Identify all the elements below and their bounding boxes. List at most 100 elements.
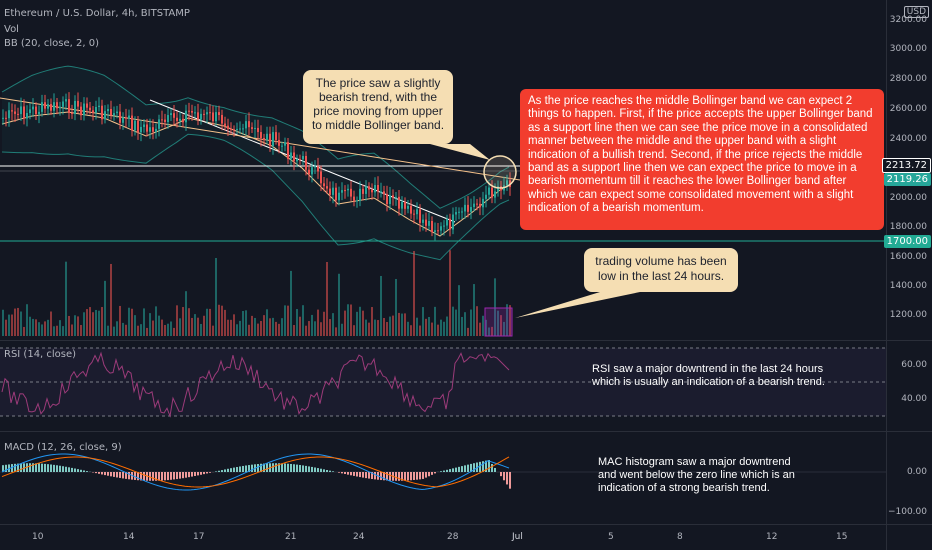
volume-bar <box>437 324 439 336</box>
volume-callout-text: trading volume has been low in the last … <box>595 254 727 283</box>
volume-bar <box>308 321 310 336</box>
candle-body <box>215 112 217 122</box>
macd-note-line[interactable]: MAC histogram saw a major downtrend <box>598 456 791 468</box>
volume-highlight-box <box>484 307 513 337</box>
volume-bar <box>245 310 247 336</box>
pane-divider[interactable] <box>0 431 932 432</box>
macd-histogram-bar <box>278 463 280 472</box>
macd-histogram-bar <box>404 472 406 481</box>
volume-bar <box>455 309 457 336</box>
candle-body <box>275 132 277 140</box>
volume-bar <box>383 317 385 336</box>
macd-histogram-bar <box>125 472 127 479</box>
macd-histogram-bar <box>473 463 475 472</box>
volume-bar <box>509 305 511 336</box>
candle-body <box>371 189 373 193</box>
macd-label[interactable]: MACD (12, 26, close, 9) <box>4 442 122 453</box>
macd-histogram-bar <box>296 464 298 472</box>
macd-histogram-bar <box>215 471 217 472</box>
macd-histogram-bar <box>230 468 232 472</box>
candle-body <box>311 167 313 175</box>
candle-body <box>395 196 397 198</box>
macd-histogram-bar <box>266 463 268 472</box>
bollinger-callout[interactable]: As the price reaches the middle Bollinge… <box>520 89 884 230</box>
volume-callout[interactable]: trading volume has been low in the last … <box>584 248 738 292</box>
price-tick: 1800.00 <box>889 222 927 232</box>
candle-body <box>185 110 187 123</box>
macd-histogram-bar <box>11 464 13 472</box>
trend-callout[interactable]: The price saw a slightly bearish trend, … <box>303 70 453 144</box>
candle-body <box>479 203 481 208</box>
candle-body <box>482 198 484 208</box>
macd-histogram-bar <box>419 472 421 480</box>
volume-bar <box>95 309 97 336</box>
volume-bar <box>242 310 244 336</box>
candle-body <box>95 106 97 113</box>
trend-callout-text: The price saw a slightly bearish trend, … <box>311 76 445 132</box>
volume-bar <box>248 324 250 336</box>
volume-bar <box>26 304 28 336</box>
candle-body <box>236 128 238 130</box>
candle-body <box>332 187 334 195</box>
volume-bar <box>398 312 400 336</box>
currency-label[interactable]: USD <box>903 6 929 18</box>
volume-bar <box>5 319 7 336</box>
pane-divider[interactable] <box>0 340 932 341</box>
candle-body <box>416 209 418 215</box>
volume-bar <box>416 317 418 336</box>
bollinger-callout-text: As the price reaches the middle Bollinge… <box>528 95 873 215</box>
volume-bar <box>146 327 148 336</box>
macd-histogram-bar <box>95 472 97 474</box>
candle-body <box>44 102 46 109</box>
volume-bar <box>71 324 73 336</box>
time-axis[interactable]: 10 14 17 21 24 28 Jul 5 8 12 15 <box>0 524 886 550</box>
candle-body <box>374 185 376 193</box>
volume-bar <box>314 321 316 336</box>
volume-bar <box>443 321 445 336</box>
volume-bar <box>158 315 160 336</box>
price-axis[interactable]: USD 3200.00 3000.00 2800.00 2600.00 2400… <box>881 0 932 550</box>
volume-bar <box>116 321 118 336</box>
macd-note-line[interactable]: and went below the zero line which is an <box>598 469 795 481</box>
candle-body <box>182 118 184 123</box>
macd-tick: 0.00 <box>906 467 927 477</box>
macd-histogram-bar <box>74 468 76 472</box>
candle-body <box>497 186 499 192</box>
volume-bar <box>344 310 346 336</box>
volume-bar <box>44 321 46 336</box>
symbol-title[interactable]: Ethereum / U.S. Dollar, 4h, BITSTAMP <box>4 8 190 19</box>
macd-histogram-bar <box>65 466 67 472</box>
volume-bar <box>197 317 199 336</box>
volume-bar <box>77 316 79 336</box>
volume-bar <box>317 309 319 336</box>
volume-bar <box>143 308 145 336</box>
candle-body <box>506 180 508 186</box>
macd-histogram-bar <box>110 472 112 477</box>
volume-bar <box>287 305 289 336</box>
volume-bar <box>35 319 37 336</box>
volume-bar <box>98 310 100 336</box>
volume-label[interactable]: Vol <box>4 24 19 35</box>
macd-histogram-bar <box>236 467 238 472</box>
bollinger-label[interactable]: BB (20, close, 2, 0) <box>4 38 99 49</box>
volume-bar <box>371 307 373 336</box>
candle-body <box>422 219 424 223</box>
volume-bar <box>365 319 367 336</box>
candle-body <box>431 221 433 233</box>
macd-histogram-bar <box>458 466 460 472</box>
candle-body <box>434 230 436 233</box>
macd-histogram-bar <box>395 472 397 481</box>
volume-bar <box>257 323 259 336</box>
rsi-note-line[interactable]: RSI saw a major downtrend in the last 24… <box>592 363 824 375</box>
volume-bar <box>62 326 64 336</box>
rsi-note-line[interactable]: which is usually an indication of a bear… <box>592 376 825 388</box>
candle-body <box>41 102 43 112</box>
candle-body <box>245 121 247 129</box>
candle-body <box>218 112 220 115</box>
rsi-label[interactable]: RSI (14, close) <box>4 349 77 360</box>
macd-note-line[interactable]: indication of a strong bearish trend. <box>598 482 770 494</box>
macd-histogram-bar <box>71 467 73 472</box>
macd-histogram-bar <box>257 464 259 472</box>
macd-histogram-bar <box>221 470 223 472</box>
macd-histogram-bar <box>20 463 22 472</box>
